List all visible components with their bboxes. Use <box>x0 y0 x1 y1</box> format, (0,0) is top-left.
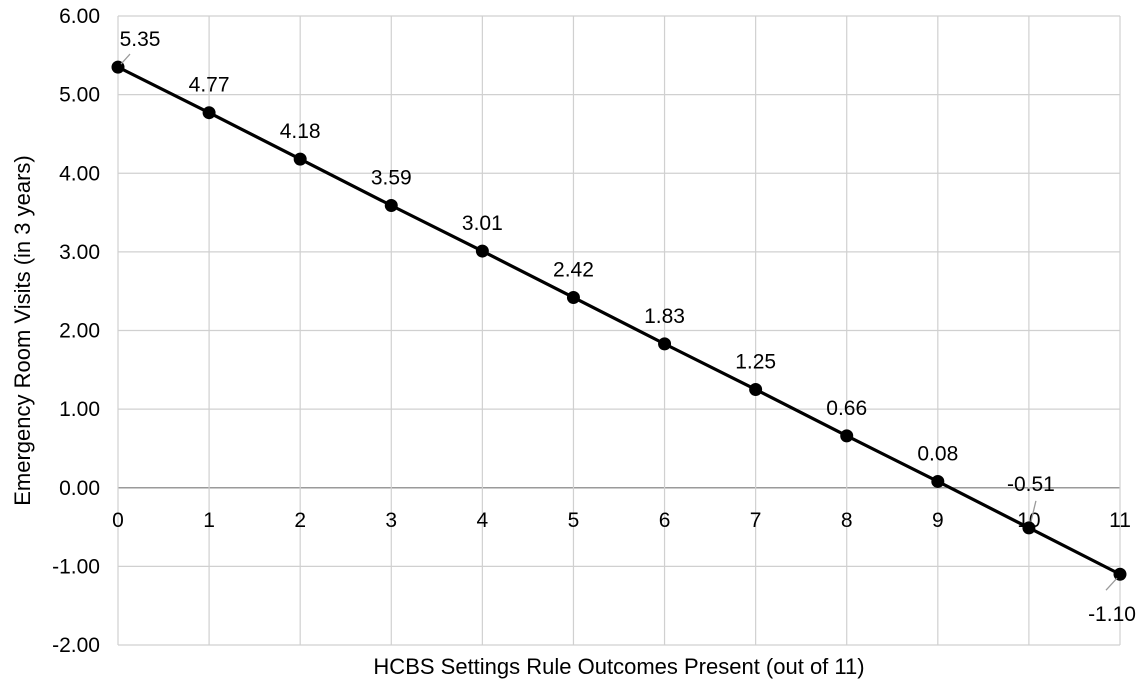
y-tick-label: -1.00 <box>52 555 100 578</box>
y-tick-label: -2.00 <box>52 634 100 657</box>
x-axis-title: HCBS Settings Rule Outcomes Present (out… <box>373 654 864 679</box>
series-line <box>117 65 1121 576</box>
data-label: 0.66 <box>826 397 867 420</box>
data-point <box>566 290 580 304</box>
data-label-leader <box>1030 500 1037 522</box>
data-label: 5.35 <box>120 28 161 51</box>
y-axis-tick-labels: 6.00 5.00 4.00 3.00 2.00 1.00 0.00 -1.00 -2.00 <box>52 5 100 657</box>
data-label: -1.10 <box>1088 603 1136 626</box>
data-point <box>931 474 945 488</box>
x-tick-label: 4 <box>477 509 489 532</box>
data-point <box>475 244 489 258</box>
x-tick-label: 6 <box>659 509 671 532</box>
x-tick-label: 9 <box>932 509 944 532</box>
data-point <box>658 337 672 351</box>
x-tick-label: 11 <box>1109 509 1131 532</box>
y-tick-label: 4.00 <box>59 162 100 185</box>
x-tick-label: 0 <box>112 509 124 532</box>
x-tick-label: 7 <box>750 509 762 532</box>
y-tick-label: 3.00 <box>59 241 100 264</box>
data-point <box>840 429 854 443</box>
x-tick-label: 3 <box>385 509 397 532</box>
data-label: 1.83 <box>644 305 685 328</box>
data-point <box>202 106 216 120</box>
data-point <box>1113 567 1127 581</box>
y-tick-label: 2.00 <box>59 320 100 343</box>
data-label: 3.59 <box>371 166 412 189</box>
data-point <box>749 382 763 396</box>
y-tick-label: 0.00 <box>59 477 100 500</box>
data-point <box>384 198 398 212</box>
gridlines <box>117 15 1121 646</box>
data-point <box>1022 521 1036 535</box>
x-tick-label: 1 <box>203 509 215 532</box>
data-label: 0.08 <box>917 442 958 465</box>
series-layer <box>111 60 1127 581</box>
y-tick-label: 5.00 <box>59 84 100 107</box>
data-point <box>293 152 307 166</box>
x-tick-label: 5 <box>568 509 580 532</box>
x-axis-tick-labels: 0 1 2 3 4 5 6 7 8 9 10 11 <box>112 509 1131 532</box>
data-label: 3.01 <box>462 212 503 235</box>
data-labels: 5.35 4.77 4.18 3.59 3.01 2.42 1.83 1.25 0.66 0.08… <box>120 28 1136 626</box>
y-axis-title: Emergency Room Visits (in 3 years) <box>10 155 35 506</box>
x-tick-label: 2 <box>294 509 306 532</box>
data-label: 2.42 <box>553 258 594 281</box>
data-label: -0.51 <box>1007 473 1055 496</box>
x-tick-label: 8 <box>841 509 853 532</box>
data-label: 4.18 <box>280 120 321 143</box>
data-label-leader <box>1105 577 1118 591</box>
data-label-leader <box>120 53 131 65</box>
y-tick-label: 6.00 <box>59 5 100 28</box>
data-label: 4.77 <box>189 74 230 97</box>
y-tick-label: 1.00 <box>59 398 100 421</box>
data-label: 1.25 <box>735 350 776 373</box>
